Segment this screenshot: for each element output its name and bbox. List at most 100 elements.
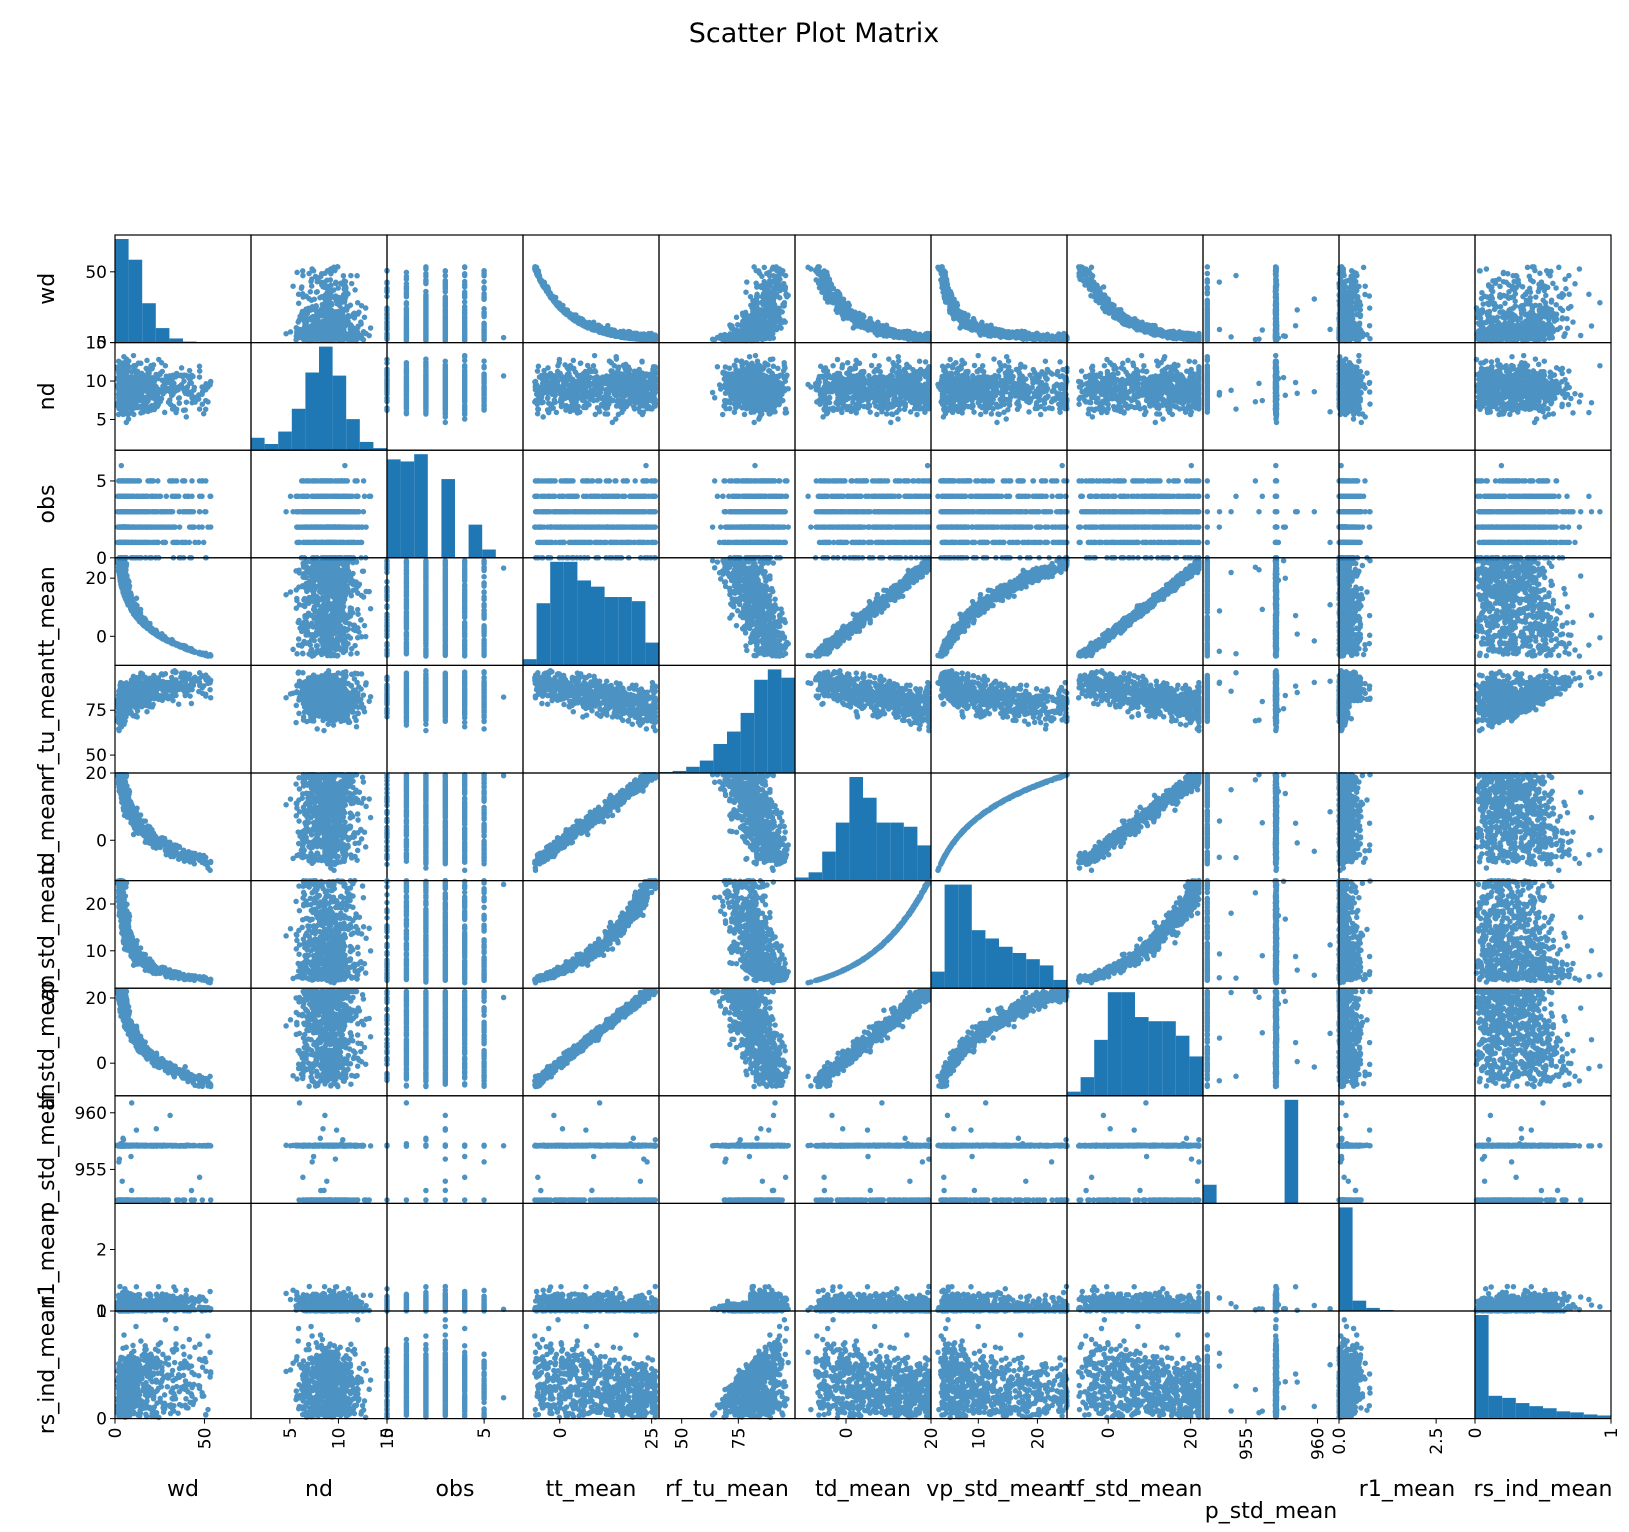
points-r1_mean-vs-td_mean	[805, 1283, 932, 1314]
hist-bar-nd-9	[373, 448, 387, 451]
cell-frame	[930, 772, 1068, 882]
cell-rf_tu_mean-vs-nd	[250, 664, 388, 774]
cell-td_mean-vs-p_std_mean	[1202, 771, 1340, 882]
hist-bar-td_mean-0	[795, 877, 809, 881]
cell-frame	[930, 234, 1068, 344]
x-tick-label-p_std_mean: 955	[1237, 1428, 1257, 1460]
cell-r1_mean-vs-r1_mean	[1338, 1202, 1476, 1312]
cell-tf_std_mean-vs-rs_ind_mean	[1473, 987, 1612, 1097]
cell-r1_mean-vs-tt_mean	[522, 1202, 660, 1314]
cell-tf_std_mean-vs-p_std_mean	[1202, 987, 1340, 1097]
hist-bar-rs_ind_mean-8	[1583, 1414, 1598, 1419]
y-tick-label-p_std_mean: 955	[75, 1160, 107, 1180]
hist-bar-vp_std_mean-4	[985, 938, 999, 989]
points-tt_mean-vs-p_std_mean	[1204, 557, 1333, 659]
cell-tf_std_mean-vs-nd	[250, 987, 388, 1097]
hist-bar-rs_ind_mean-7	[1570, 1412, 1584, 1419]
hist-bar-nd-5	[319, 346, 333, 451]
cell-wd-vs-td_mean	[794, 234, 932, 344]
hist-bar-tf_std_mean-3	[1107, 992, 1122, 1096]
cell-frame	[658, 1095, 796, 1205]
points-obs-vs-tt_mean	[532, 462, 659, 561]
hist-bar-tf_std_mean-5	[1135, 1017, 1149, 1096]
points-rf_tu_mean-vs-p_std_mean	[1204, 668, 1333, 734]
points-vp_std_mean-vs-p_std_mean	[1204, 877, 1333, 986]
points-obs-vs-r1_mean	[1336, 462, 1373, 561]
hist-bar-tt_mean-1	[536, 603, 551, 666]
hist-bar-nd-6	[332, 375, 347, 451]
cell-obs-vs-tt_mean	[522, 449, 660, 561]
cell-frame	[1202, 342, 1340, 451]
cell-p_std_mean-vs-wd	[114, 1095, 252, 1205]
hist-bar-tf_std_mean-8	[1175, 1035, 1190, 1096]
axis-labels: 050wd51015nd05obs020tt_mean5075rf_tu_mea…	[35, 263, 1622, 1524]
cell-tt_mean-vs-obs	[384, 557, 524, 666]
points-obs-vs-rs_ind_mean	[1473, 462, 1603, 561]
cell-frame	[1202, 1202, 1340, 1312]
points-nd-vs-vp_std_mean	[935, 352, 1070, 426]
hist-bar-rf_tu_mean-3	[699, 760, 714, 773]
x-tick-label-r1_mean: 0.0	[1330, 1428, 1350, 1455]
cell-rf_tu_mean-vs-rf_tu_mean	[658, 664, 796, 774]
cell-r1_mean-vs-nd	[250, 1202, 388, 1314]
cell-nd-vs-obs	[384, 342, 524, 451]
points-wd-vs-nd	[283, 264, 374, 344]
cell-nd-vs-vp_std_mean	[930, 342, 1070, 451]
cell-rs_ind_mean-vs-td_mean	[794, 1310, 932, 1421]
chart-title: Scatter Plot Matrix	[689, 18, 939, 49]
hist-bar-rf_tu_mean-6	[740, 712, 755, 773]
hist-bar-td_mean-6	[876, 822, 891, 881]
points-td_mean-vs-tf_std_mean	[1075, 771, 1202, 874]
cell-tf_std_mean-vs-tf_std_mean	[1066, 987, 1204, 1097]
cell-wd-vs-vp_std_mean	[930, 234, 1070, 344]
hist-bar-rf_tu_mean-5	[727, 731, 741, 773]
hist-bar-rs_ind_mean-0	[1475, 1315, 1489, 1419]
y-tick-label-vp_std_mean: 10	[85, 942, 107, 962]
x-tick-label-rf_tu_mean: 50	[673, 1428, 693, 1450]
cell-tf_std_mean-vs-tt_mean	[522, 987, 660, 1097]
hist-bar-obs-0	[387, 459, 401, 558]
cell-tt_mean-vs-vp_std_mean	[930, 557, 1070, 666]
hist-bar-wd-2	[142, 303, 156, 343]
cell-r1_mean-vs-rs_ind_mean	[1473, 1202, 1612, 1314]
y-axis-label-nd: nd	[35, 382, 60, 410]
points-tt_mean-vs-tf_std_mean	[1075, 557, 1202, 659]
cell-r1_mean-vs-td_mean	[794, 1202, 932, 1314]
hist-bar-nd-2	[278, 431, 292, 451]
points-rf_tu_mean-vs-tt_mean	[532, 668, 659, 734]
cell-r1_mean-vs-obs	[384, 1202, 524, 1314]
hist-bar-vp_std_mean-3	[971, 930, 986, 989]
hist-bar-nd-0	[251, 437, 265, 451]
x-axis-label-tf_std_mean: tf_std_mean	[1068, 1477, 1203, 1502]
cell-wd-vs-r1_mean	[1336, 234, 1476, 344]
cell-nd-vs-td_mean	[794, 342, 932, 451]
cell-p_std_mean-vs-tf_std_mean	[1066, 1095, 1204, 1205]
y-tick-label-obs: 0	[96, 549, 107, 569]
cell-tt_mean-vs-td_mean	[794, 557, 932, 666]
hist-bar-tf_std_mean-2	[1094, 1039, 1108, 1096]
points-nd-vs-rs_ind_mean	[1473, 352, 1603, 426]
cell-vp_std_mean-vs-nd	[250, 877, 388, 989]
cell-p_std_mean-vs-r1_mean	[1336, 1095, 1476, 1205]
cell-p_std_mean-vs-tt_mean	[522, 1095, 660, 1205]
y-tick-label-rs_ind_mean: 1	[96, 1302, 107, 1322]
points-r1_mean-vs-rs_ind_mean	[1473, 1283, 1603, 1314]
points-p_std_mean-vs-rs_ind_mean	[1473, 1100, 1603, 1203]
hist-bar-tt_mean-7	[618, 597, 632, 666]
cell-frame	[1066, 1095, 1204, 1205]
hist-bar-tt_mean-5	[591, 586, 605, 666]
points-r1_mean-vs-rf_tu_mean	[709, 1283, 791, 1314]
x-axis-label-p_std_mean: p_std_mean	[1205, 1499, 1337, 1524]
points-r1_mean-vs-p_std_mean	[1204, 1283, 1333, 1314]
hist-bar-obs-2	[414, 454, 428, 558]
cell-tt_mean-vs-nd	[250, 557, 388, 666]
hist-bar-obs-7	[482, 549, 496, 558]
cell-tf_std_mean-vs-td_mean	[794, 987, 932, 1097]
cell-tf_std_mean-vs-r1_mean	[1336, 987, 1476, 1097]
hist-bar-nd-8	[359, 441, 374, 451]
points-tf_std_mean-vs-r1_mean	[1336, 988, 1373, 1090]
cell-p_std_mean-vs-rf_tu_mean	[658, 1095, 796, 1205]
points-tt_mean-vs-rf_tu_mean	[709, 557, 791, 659]
y-axis-label-p_std_mean: p_std_mean	[35, 1083, 60, 1215]
cell-td_mean-vs-rf_tu_mean	[658, 771, 796, 882]
